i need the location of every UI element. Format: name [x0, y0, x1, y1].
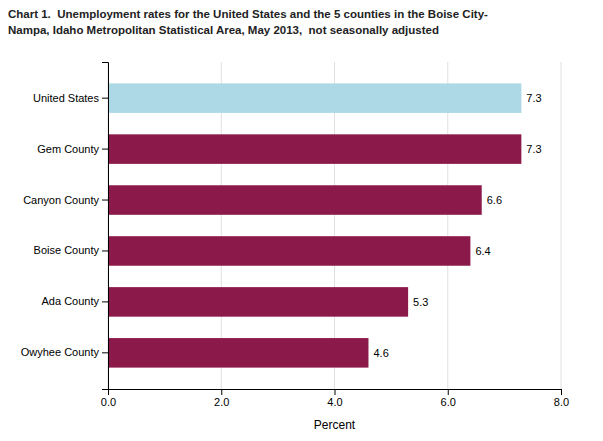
- y-axis: United States Gem County Canyon County Bois…: [21, 63, 109, 390]
- bar: [108, 134, 521, 164]
- x-tick: 2.0: [214, 389, 229, 408]
- data-label: 6.4: [475, 245, 490, 257]
- tick-mark: [102, 301, 108, 302]
- x-tick: 6.0: [441, 389, 456, 408]
- bar: [108, 83, 521, 113]
- x-tick: 8.0: [554, 389, 569, 408]
- data-labels: 7.3 7.3 6.6 6.4 5.3 4.6: [373, 92, 541, 359]
- x-axis: 0.0 2.0 4.0 6.0 8.0: [101, 389, 569, 408]
- plot: 7.3 7.3 6.6 6.4 5.3 4.6 0.0 2.0 4.0 6.0 8.0 United …: [21, 62, 569, 408]
- data-label: 5.3: [413, 296, 428, 308]
- tick-mark: [448, 389, 449, 395]
- data-label: 7.3: [526, 92, 541, 104]
- bar: [108, 287, 408, 317]
- tick-label: 8.0: [554, 396, 569, 408]
- grid-line: [561, 62, 562, 389]
- bars: [108, 83, 521, 367]
- bar: [108, 236, 470, 266]
- tick-label: Owyhee County: [21, 346, 100, 358]
- grid: [108, 62, 561, 389]
- y-tick: United States: [33, 92, 108, 104]
- x-axis-title: Percent: [314, 418, 356, 432]
- tick-label: Ada County: [42, 295, 100, 307]
- tick-label: 2.0: [214, 396, 229, 408]
- tick-mark: [221, 389, 222, 395]
- data-label: 6.6: [487, 194, 502, 206]
- tick-label: Canyon County: [23, 194, 99, 206]
- tick-label: Boise County: [34, 244, 100, 256]
- axis-line: [109, 390, 562, 396]
- tick-mark: [102, 250, 108, 251]
- data-label: 7.3: [526, 143, 541, 155]
- tick-mark: [102, 352, 108, 353]
- chart: Chart 1. Unemployment rates for the Unit…: [0, 0, 603, 441]
- tick-label: Gem County: [37, 143, 99, 155]
- tick-label: United States: [33, 92, 100, 104]
- tick-label: 4.0: [327, 396, 342, 408]
- x-tick: 0.0: [101, 389, 116, 408]
- tick-label: 0.0: [101, 396, 116, 408]
- y-tick: Canyon County: [23, 194, 108, 206]
- data-label: 4.6: [373, 347, 388, 359]
- title: Chart 1. Unemployment rates for the Unit…: [8, 8, 488, 36]
- axis-line: [102, 63, 109, 390]
- title-line: Chart 1. Unemployment rates for the Unit…: [8, 8, 488, 20]
- tick-mark: [561, 389, 562, 395]
- tick-mark: [102, 98, 108, 99]
- bar: [108, 185, 482, 215]
- tick-mark: [335, 389, 336, 395]
- y-tick: Gem County: [37, 143, 108, 155]
- tick-label: 6.0: [441, 396, 456, 408]
- bar: [108, 338, 368, 368]
- y-tick: Boise County: [34, 244, 108, 256]
- title-line: Nampa, Idaho Metropolitan Statistical Ar…: [8, 24, 439, 36]
- y-tick: Ada County: [42, 295, 108, 307]
- tick-mark: [102, 200, 108, 201]
- tick-mark: [102, 149, 108, 150]
- x-tick: 4.0: [327, 389, 342, 408]
- y-tick: Owyhee County: [21, 346, 108, 358]
